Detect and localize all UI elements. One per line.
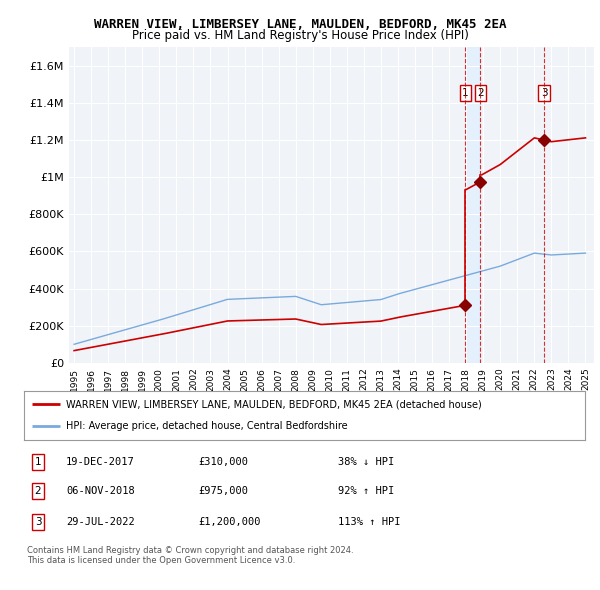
Text: £1,200,000: £1,200,000 (198, 517, 260, 527)
Text: 3: 3 (35, 517, 41, 527)
Text: £975,000: £975,000 (198, 486, 248, 496)
Text: 2: 2 (35, 486, 41, 496)
Text: 1: 1 (462, 88, 469, 98)
Text: HPI: Average price, detached house, Central Bedfordshire: HPI: Average price, detached house, Cent… (66, 421, 348, 431)
Text: 92% ↑ HPI: 92% ↑ HPI (338, 486, 394, 496)
Text: Contains HM Land Registry data © Crown copyright and database right 2024.
This d: Contains HM Land Registry data © Crown c… (27, 546, 353, 565)
Text: 1: 1 (35, 457, 41, 467)
Text: 3: 3 (541, 88, 547, 98)
Text: Price paid vs. HM Land Registry's House Price Index (HPI): Price paid vs. HM Land Registry's House … (131, 30, 469, 42)
Bar (466, 47, 481, 363)
Text: 38% ↓ HPI: 38% ↓ HPI (338, 457, 394, 467)
Text: 19-DEC-2017: 19-DEC-2017 (66, 457, 135, 467)
Text: WARREN VIEW, LIMBERSEY LANE, MAULDEN, BEDFORD, MK45 2EA: WARREN VIEW, LIMBERSEY LANE, MAULDEN, BE… (94, 18, 506, 31)
Text: 2: 2 (477, 88, 484, 98)
Text: £310,000: £310,000 (198, 457, 248, 467)
Text: 29-JUL-2022: 29-JUL-2022 (66, 517, 135, 527)
Text: 113% ↑ HPI: 113% ↑ HPI (338, 517, 401, 527)
Text: 06-NOV-2018: 06-NOV-2018 (66, 486, 135, 496)
Text: WARREN VIEW, LIMBERSEY LANE, MAULDEN, BEDFORD, MK45 2EA (detached house): WARREN VIEW, LIMBERSEY LANE, MAULDEN, BE… (66, 399, 482, 409)
